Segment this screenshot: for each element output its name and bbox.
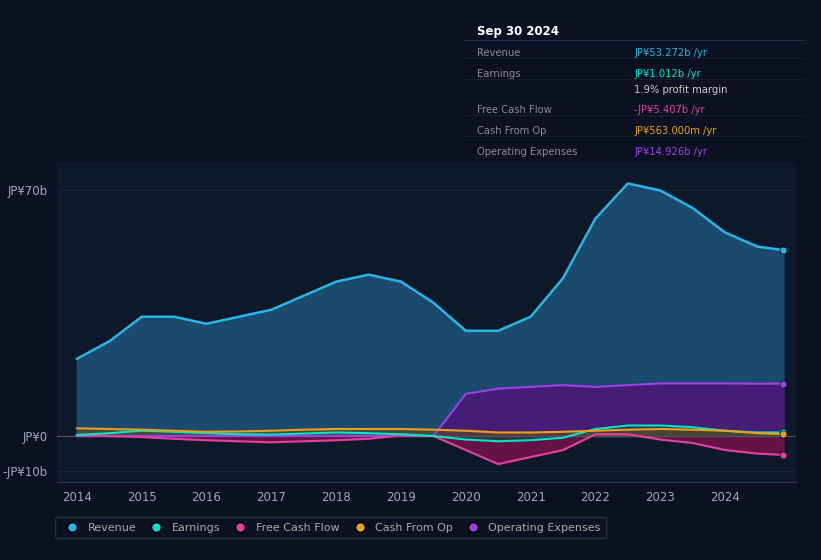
Text: JP¥1.012b /yr: JP¥1.012b /yr bbox=[635, 69, 701, 79]
Text: Earnings: Earnings bbox=[478, 69, 521, 79]
Text: 1.9% profit margin: 1.9% profit margin bbox=[635, 86, 727, 95]
Text: Free Cash Flow: Free Cash Flow bbox=[478, 105, 553, 115]
Text: JP¥563.000m /yr: JP¥563.000m /yr bbox=[635, 126, 717, 136]
Text: -JP¥5.407b /yr: -JP¥5.407b /yr bbox=[635, 105, 705, 115]
Legend: Revenue, Earnings, Free Cash Flow, Cash From Op, Operating Expenses: Revenue, Earnings, Free Cash Flow, Cash … bbox=[55, 517, 607, 538]
Text: JP¥53.272b /yr: JP¥53.272b /yr bbox=[635, 48, 707, 58]
Text: JP¥14.926b /yr: JP¥14.926b /yr bbox=[635, 147, 707, 157]
Text: Sep 30 2024: Sep 30 2024 bbox=[478, 25, 559, 39]
Text: Operating Expenses: Operating Expenses bbox=[478, 147, 578, 157]
Text: Cash From Op: Cash From Op bbox=[478, 126, 547, 136]
Text: Revenue: Revenue bbox=[478, 48, 521, 58]
